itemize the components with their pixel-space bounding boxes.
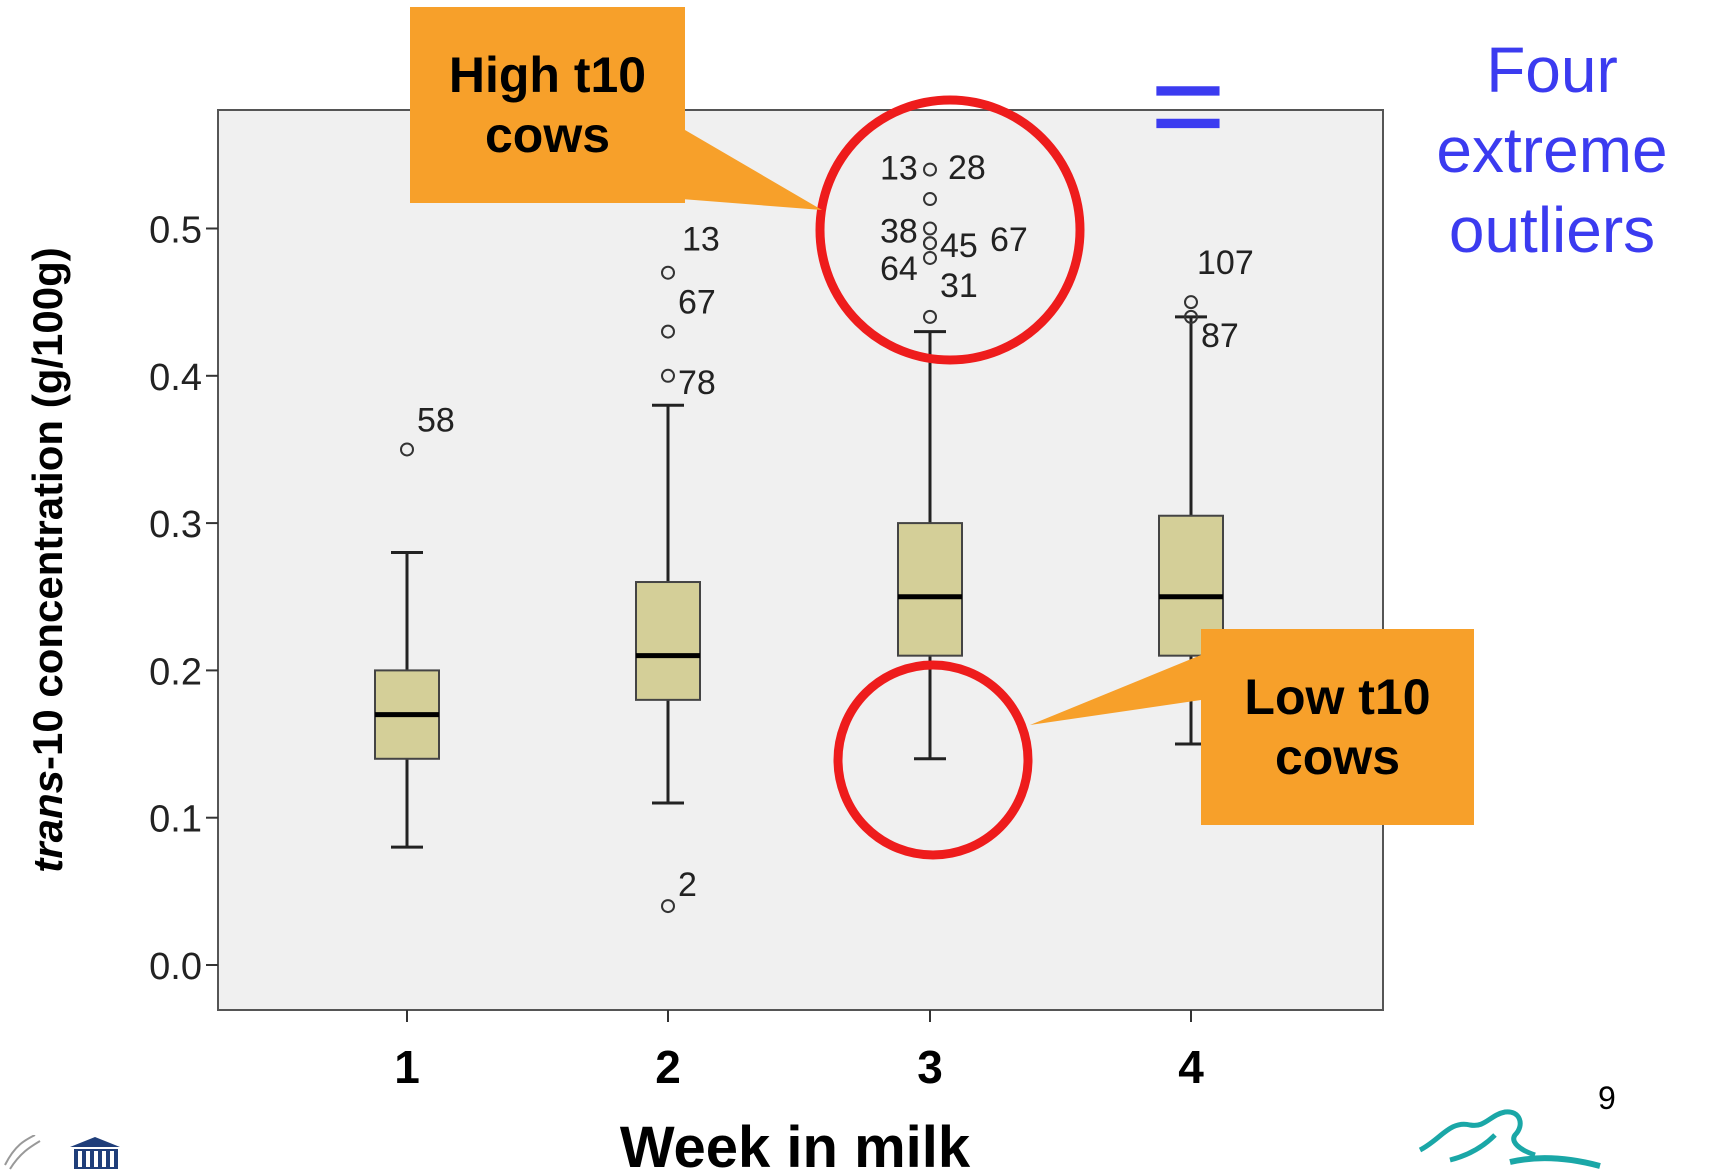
y-tick-label: 0.4 — [149, 357, 202, 399]
outliers: 58 13 67 78 2 13 28 38 45 67 64 31 107 87 — [400, 149, 1254, 914]
institution-logo — [4, 1135, 120, 1170]
x-tick-label: 3 — [917, 1041, 943, 1093]
high-outliers-circle — [815, 95, 1085, 365]
annotations: = — [630, 32, 1226, 860]
outlier-label: 78 — [678, 364, 716, 402]
outlier-label: 67 — [678, 284, 716, 322]
equals-sign: = — [1150, 32, 1226, 178]
outlier-point — [1184, 295, 1198, 310]
y-axis-label: trans-10 concentration (g/100g) — [24, 247, 71, 872]
outlier-point — [923, 162, 937, 177]
outlier-label: 64 — [880, 250, 918, 288]
side-note-line-2: extreme — [1436, 114, 1668, 186]
outlier-label: 2 — [678, 866, 697, 904]
outlier-point — [661, 265, 675, 280]
low-callout-pointer — [1030, 655, 1201, 725]
outlier-point — [661, 324, 675, 339]
iqr-box — [635, 581, 701, 701]
low-t10-line-2: cows — [1274, 729, 1401, 785]
page-number: 9 — [1598, 1080, 1616, 1116]
outlier-label: 107 — [1197, 244, 1254, 282]
outlier-point — [923, 250, 937, 265]
outlier-point — [661, 899, 675, 914]
low-whisker-circle — [833, 660, 1033, 860]
outlier-point — [400, 442, 414, 457]
outlier-point — [661, 368, 675, 383]
outlier-label: 13 — [682, 221, 720, 259]
side-note-line-1: Four — [1486, 34, 1618, 106]
four-extreme-outliers-note: Four extreme outliers — [1402, 30, 1702, 270]
side-note-line-3: outliers — [1448, 194, 1656, 266]
outlier-label: 67 — [990, 221, 1028, 259]
low-t10-callout: Low t10 cows — [1201, 629, 1474, 825]
x-tick-label: 2 — [655, 1041, 681, 1093]
outlier-point — [923, 192, 937, 207]
high-t10-callout: High t10 cows — [410, 7, 685, 203]
high-t10-line-2: cows — [484, 107, 611, 163]
outlier-label: 58 — [417, 401, 455, 439]
y-tick-label: 0.5 — [149, 210, 202, 252]
outlier-label: 38 — [880, 213, 918, 251]
y-tick-label: 0.0 — [149, 946, 202, 988]
y-tick-label: 0.1 — [149, 799, 202, 841]
outlier-point — [1184, 309, 1198, 324]
outlier-point — [923, 236, 937, 251]
y-tick-label: 0.3 — [149, 504, 202, 546]
outlier-label: 13 — [880, 150, 918, 188]
low-t10-line-1: Low t10 — [1244, 669, 1431, 725]
x-tick-label: 1 — [394, 1041, 420, 1093]
outlier-label: 28 — [948, 149, 986, 187]
y-tick-label: 0.2 — [149, 651, 202, 693]
lanuppo-cow-logo — [1418, 1109, 1601, 1169]
x-axis-label: Week in milk — [620, 1115, 971, 1171]
outlier-label: 31 — [940, 267, 978, 305]
x-tick-label: 4 — [1178, 1041, 1204, 1093]
iqr-box — [897, 522, 963, 657]
outlier-point — [923, 309, 937, 324]
axis-ticks: 0.0 0.1 0.2 0.3 0.4 0.5 1 2 3 4 — [149, 210, 1204, 1094]
outlier-label: 87 — [1201, 317, 1239, 355]
outlier-label: 45 — [940, 227, 978, 265]
high-t10-line-1: High t10 — [448, 47, 647, 103]
outlier-point — [923, 221, 937, 236]
